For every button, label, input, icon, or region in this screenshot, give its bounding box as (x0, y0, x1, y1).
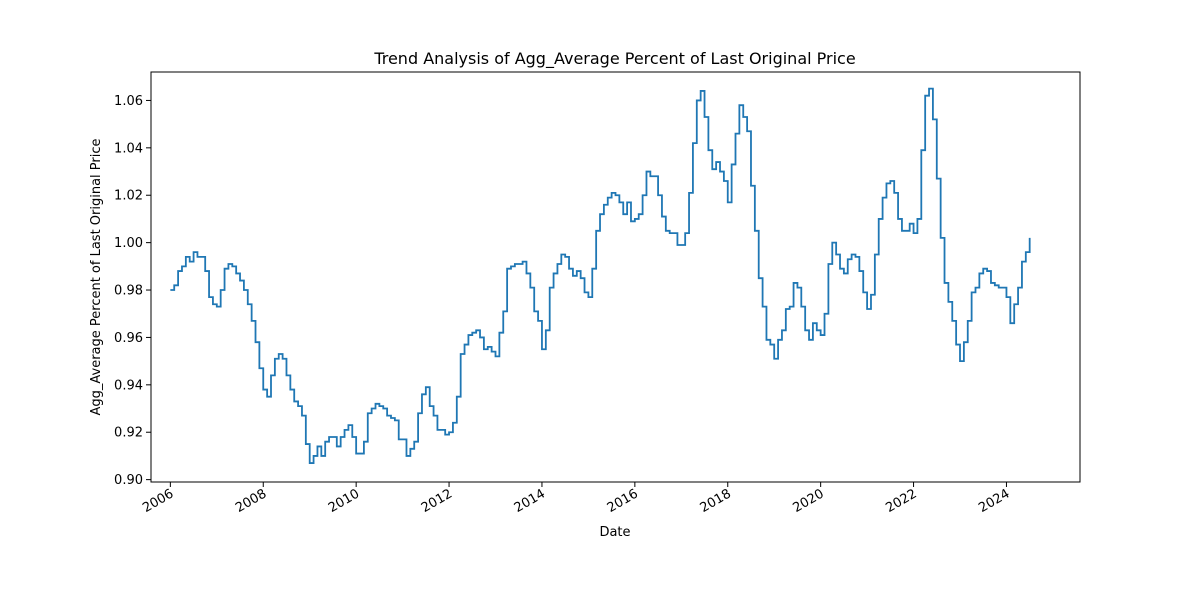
y-tick-label: 1.04 (114, 141, 143, 156)
x-axis-label: Date (599, 525, 630, 540)
y-tick-label: 1.02 (114, 189, 143, 204)
series-line (170, 87, 1031, 464)
plot-frame (150, 71, 1081, 483)
y-tick-label: 0.92 (114, 426, 143, 441)
y-axis-label: Agg_Average Percent of Last Original Pri… (89, 138, 104, 415)
y-tick-label: 1.00 (114, 236, 143, 251)
y-tick-label: 0.96 (114, 331, 143, 346)
y-tick-label: 0.94 (114, 378, 143, 393)
y-tick-label: 0.90 (114, 473, 143, 488)
plot-area (151, 72, 1080, 482)
y-tick-label: 0.98 (114, 284, 143, 299)
chart-title: Trend Analysis of Agg_Average Percent of… (373, 49, 855, 69)
y-tick-label: 1.06 (114, 94, 143, 109)
y-axis: 0.90 0.92 0.94 0.96 0.98 1.00 1.02 1.04 1.06 (114, 94, 151, 488)
